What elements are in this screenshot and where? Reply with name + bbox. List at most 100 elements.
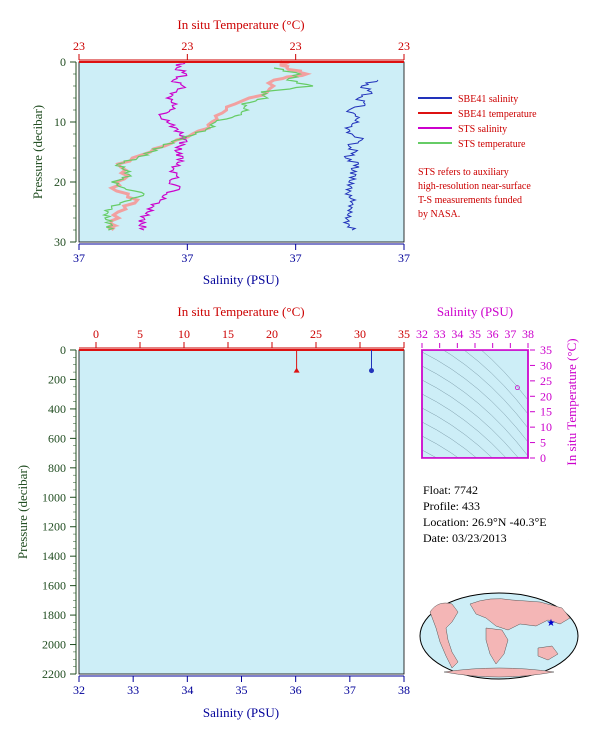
top-sal-axis-title: Salinity (PSU) — [203, 272, 279, 287]
top-temp-axis-title: In situ Temperature (°C) — [177, 17, 304, 32]
float-info: Float: 7742 Profile: 433 Location: 26.9°… — [423, 482, 547, 546]
bottom-pressure-tick-label: 400 — [48, 402, 66, 416]
ts-temp-tick-label: 25 — [540, 374, 552, 388]
ts-sal-tick-label: 32 — [416, 327, 428, 341]
top-sal-tick-label: 37 — [398, 251, 410, 265]
ts-plot-area — [421, 349, 529, 459]
top-temp-tick-label: 23 — [398, 39, 410, 53]
bottom-pressure-tick-label: 800 — [48, 461, 66, 475]
bottom-sal-tick-label: 35 — [236, 683, 248, 697]
bottom-chart-series — [293, 350, 374, 374]
bottom-pressure-tick-label: 0 — [60, 343, 66, 357]
ts-density-contour — [421, 351, 529, 443]
top-sal-tick-label: 37 — [73, 251, 85, 265]
top-sal-tick-label: 37 — [290, 251, 302, 265]
ts-sal-tick-label: 35 — [469, 327, 481, 341]
bottom-temp-tick-label: 0 — [93, 327, 99, 341]
bottom-chart: 0 5 10 15 20 25 30 35 In situ Temperature (°C) … — [15, 304, 410, 720]
ts-density-contour — [421, 365, 529, 457]
bottom-temp-tick-label: 15 — [222, 327, 234, 341]
bottom-sal-tick-label: 36 — [290, 683, 302, 697]
top-pressure-tick-label: 30 — [54, 235, 66, 249]
ts-temp-tick-label: 10 — [540, 420, 552, 434]
top-pressure-tick-label: 20 — [54, 175, 66, 189]
ts-sal-tick-label: 36 — [487, 327, 499, 341]
ts-temp-tick-label: 5 — [540, 436, 546, 450]
ts-sal-tick-label: 33 — [434, 327, 446, 341]
legend-note-line-2: high-resolution near-surface — [418, 181, 531, 192]
bottom-sal-tick-label: 34 — [181, 683, 193, 697]
map-continent-eurasia — [469, 598, 571, 631]
bottom-temp-tick-label: 5 — [137, 327, 143, 341]
ts-mask-top — [422, 230, 528, 350]
bottom-salinity-end-marker — [369, 368, 374, 374]
float-location-star-icon: ★ — [547, 618, 556, 629]
info-date: Date: 03/23/2013 — [423, 531, 507, 545]
ts-sal-tick-label: 38 — [522, 327, 534, 341]
bottom-temp-ticks: 0 5 10 15 20 25 30 35 — [93, 327, 410, 348]
top-pressure-tick-label: 10 — [54, 115, 66, 129]
info-location: Location: 26.9°N -40.3°E — [423, 515, 547, 529]
bottom-sal-axis-title: Salinity (PSU) — [203, 705, 279, 720]
info-float: Float: 7742 — [423, 483, 479, 497]
top-plot-area — [78, 61, 405, 243]
ts-mask-bottom — [422, 458, 528, 598]
top-pressure-tick-label: 0 — [60, 55, 66, 69]
ts-temp-tick-label: 35 — [540, 343, 552, 357]
bottom-pressure-tick-label: 2200 — [42, 667, 66, 681]
map-continent-australia — [537, 645, 559, 661]
top-pressure-axis-title: Pressure (decibar) — [30, 105, 45, 199]
top-chart-series — [101, 60, 379, 232]
bottom-plot-area — [78, 349, 405, 675]
bottom-temp-tick-label: 10 — [178, 327, 190, 341]
bottom-temperature-end-marker — [293, 367, 300, 373]
map-continent-americas — [429, 602, 459, 669]
bottom-temp-tick-label: 20 — [266, 327, 278, 341]
ts-temp-axis-title: In situ Temperature (°C) — [564, 338, 579, 465]
top-series-sts-salinity — [138, 61, 188, 231]
top-pressure-ticks: 0 10 20 30 — [54, 55, 76, 249]
bottom-pressure-axis-title: Pressure (decibar) — [15, 465, 30, 559]
legend-label-sbe-sal: SBE41 salinity — [458, 94, 518, 105]
top-temp-tick-label: 23 — [290, 39, 302, 53]
legend-label-sts-sal: STS salinity — [458, 124, 507, 135]
top-temp-tick-label: 23 — [73, 39, 85, 53]
legend-note-line-3: T-S measurements funded — [418, 195, 522, 206]
top-series-sbe41-salinity — [342, 79, 379, 231]
bottom-temp-tick-label: 35 — [398, 327, 410, 341]
bottom-temp-axis-title: In situ Temperature (°C) — [177, 304, 304, 319]
ts-density-contour — [421, 379, 529, 471]
bottom-pressure-tick-label: 1000 — [42, 490, 66, 504]
bottom-pressure-tick-label: 1400 — [42, 549, 66, 563]
ts-sal-axis-title: Salinity (PSU) — [437, 304, 513, 319]
bottom-sal-tick-label: 33 — [127, 683, 139, 697]
bottom-pressure-tick-label: 1600 — [42, 579, 66, 593]
ts-sal-tick-label: 34 — [451, 327, 463, 341]
ts-temp-tick-label: 30 — [540, 358, 552, 372]
bottom-pressure-tick-label: 200 — [48, 372, 66, 386]
ts-temp-tick-label: 0 — [540, 451, 546, 465]
bottom-pressure-tick-label: 2000 — [42, 638, 66, 652]
bottom-sal-tick-label: 32 — [73, 683, 85, 697]
info-profile: Profile: 433 — [423, 499, 480, 513]
top-sal-tick-label: 37 — [181, 251, 193, 265]
top-temp-tick-label: 23 — [181, 39, 193, 53]
bottom-sal-tick-label: 38 — [398, 683, 410, 697]
bottom-pressure-tick-label: 600 — [48, 431, 66, 445]
top-series-sts-temperature — [101, 67, 314, 231]
legend-label-sbe-temp: SBE41 temperature — [458, 109, 537, 120]
map-continent-antarctica — [443, 667, 555, 678]
ts-temp-tick-label: 20 — [540, 389, 552, 403]
bottom-pressure-tick-label: 1800 — [42, 608, 66, 622]
bottom-temp-tick-label: 30 — [354, 327, 366, 341]
top-sal-ticks: 37 37 37 37 — [73, 244, 410, 265]
location-map: ★ — [419, 592, 579, 680]
bottom-pressure-tick-label: 1200 — [42, 520, 66, 534]
legend-label-sts-temp: STS temperature — [458, 139, 526, 150]
ts-frame — [421, 349, 529, 459]
map-continent-africa — [485, 627, 509, 665]
top-temp-ticks: 23 23 23 23 — [73, 39, 410, 60]
ts-temp-tick-label: 15 — [540, 405, 552, 419]
